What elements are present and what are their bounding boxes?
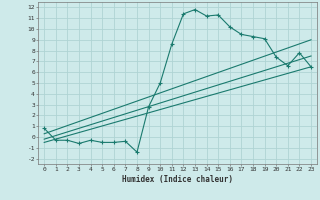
X-axis label: Humidex (Indice chaleur): Humidex (Indice chaleur) bbox=[122, 175, 233, 184]
